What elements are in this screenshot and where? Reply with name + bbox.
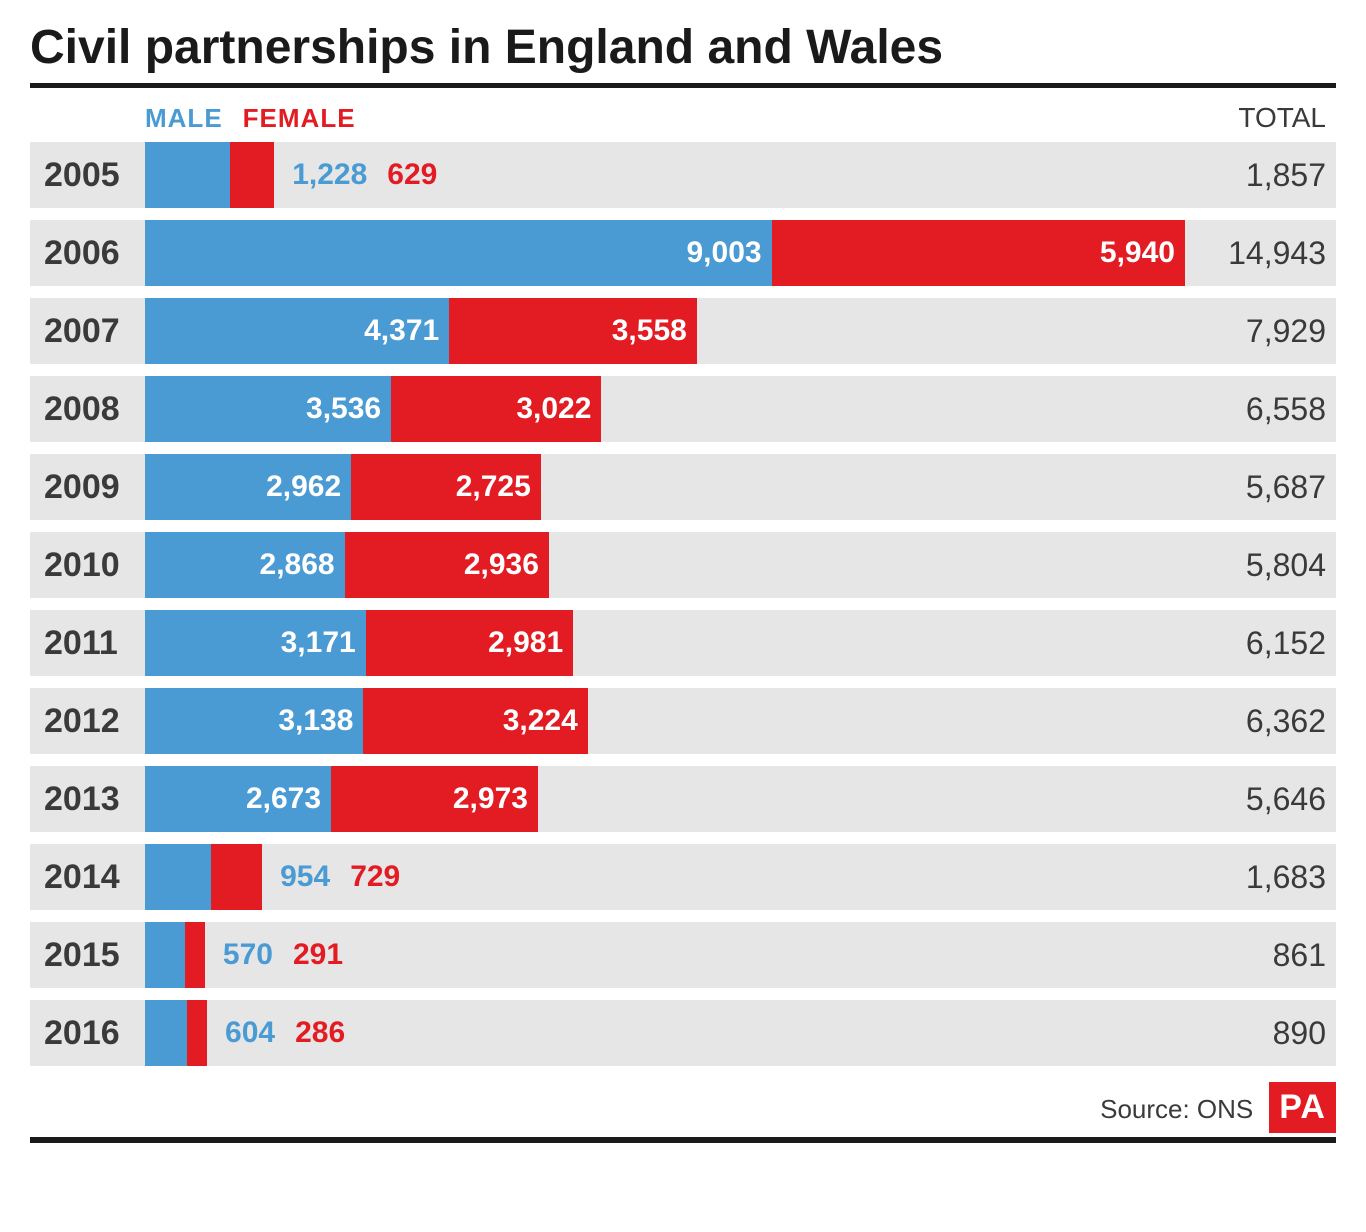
- year-label: 2016: [30, 1014, 145, 1053]
- total-value: 1,683: [1186, 859, 1336, 896]
- legend: MALE FEMALE: [145, 103, 356, 134]
- bar-area: 954 729: [145, 844, 1186, 910]
- bar-female: 2,936: [345, 532, 549, 598]
- chart-row: 2015 570 291 861: [30, 922, 1336, 988]
- chart-title: Civil partnerships in England and Wales: [30, 20, 1336, 75]
- source-text: Source: ONS: [1100, 1094, 1253, 1133]
- bar-male: 2,962: [145, 454, 351, 520]
- bar-ext-labels: 954 729: [262, 860, 400, 894]
- chart-row: 20069,0035,94014,943: [30, 220, 1336, 286]
- legend-male: MALE: [145, 103, 223, 134]
- total-value: 6,558: [1186, 391, 1336, 428]
- bar-female: [187, 1000, 207, 1066]
- bar-male-label: 954: [280, 860, 330, 894]
- year-label: 2013: [30, 780, 145, 819]
- chart-row: 20074,3713,5587,929: [30, 298, 1336, 364]
- bar-area: 604 286: [145, 1000, 1186, 1066]
- chart-row: 20092,9622,7255,687: [30, 454, 1336, 520]
- bar-male: [145, 922, 185, 988]
- header-row: MALE FEMALE TOTAL: [30, 98, 1336, 142]
- bar-area: 1,228 629: [145, 142, 1186, 208]
- total-value: 5,646: [1186, 781, 1336, 818]
- legend-total: TOTAL: [1238, 102, 1336, 134]
- total-value: 6,362: [1186, 703, 1336, 740]
- bar-female: [185, 922, 205, 988]
- bar-male: [145, 142, 230, 208]
- chart-row: 20102,8682,9365,804: [30, 532, 1336, 598]
- total-value: 890: [1186, 1015, 1336, 1052]
- chart-row: 2014 954 729 1,683: [30, 844, 1336, 910]
- bar-male: 2,868: [145, 532, 345, 598]
- bar-male: 3,171: [145, 610, 366, 676]
- chart-row: 20113,1712,9816,152: [30, 610, 1336, 676]
- bar-male: 3,536: [145, 376, 391, 442]
- year-label: 2011: [30, 624, 145, 663]
- bar-area: 4,3713,558: [145, 298, 1186, 364]
- bar-female: 3,022: [391, 376, 601, 442]
- year-label: 2005: [30, 156, 145, 195]
- bar-area: 9,0035,940: [145, 220, 1186, 286]
- bar-area: 2,6732,973: [145, 766, 1186, 832]
- year-label: 2012: [30, 702, 145, 741]
- bar-male: [145, 1000, 187, 1066]
- bar-female-label: 629: [387, 158, 437, 192]
- bar-male: 2,673: [145, 766, 331, 832]
- total-value: 6,152: [1186, 625, 1336, 662]
- bar-male: [145, 844, 211, 910]
- total-value: 861: [1186, 937, 1336, 974]
- year-label: 2009: [30, 468, 145, 507]
- footer: Source: ONS PA: [30, 1082, 1336, 1133]
- bar-female-label: 286: [295, 1016, 345, 1050]
- bar-male-label: 604: [225, 1016, 275, 1050]
- bar-female-label: 729: [350, 860, 400, 894]
- chart-row: 2016 604 286 890: [30, 1000, 1336, 1066]
- legend-female: FEMALE: [243, 103, 356, 134]
- rule-bottom: [30, 1137, 1336, 1143]
- bar-female: 5,940: [772, 220, 1185, 286]
- bar-male: 3,138: [145, 688, 363, 754]
- year-label: 2015: [30, 936, 145, 975]
- bar-area: 2,9622,725: [145, 454, 1186, 520]
- year-label: 2008: [30, 390, 145, 429]
- total-value: 14,943: [1186, 235, 1336, 272]
- bar-area: 3,1383,224: [145, 688, 1186, 754]
- bar-ext-labels: 1,228 629: [274, 158, 437, 192]
- total-value: 5,804: [1186, 547, 1336, 584]
- chart-row: 20083,5363,0226,558: [30, 376, 1336, 442]
- total-value: 1,857: [1186, 157, 1336, 194]
- bar-male: 4,371: [145, 298, 449, 364]
- bar-area: 570 291: [145, 922, 1186, 988]
- total-value: 7,929: [1186, 313, 1336, 350]
- bar-female: 3,558: [449, 298, 697, 364]
- chart-row: 20123,1383,2246,362: [30, 688, 1336, 754]
- bar-female: 2,973: [331, 766, 538, 832]
- year-label: 2006: [30, 234, 145, 273]
- bar-ext-labels: 570 291: [205, 938, 343, 972]
- bar-male-label: 1,228: [292, 158, 367, 192]
- chart-rows: 20051,2286291,85720069,0035,94014,943200…: [30, 142, 1336, 1066]
- bar-female-label: 291: [293, 938, 343, 972]
- bar-ext-labels: 604 286: [207, 1016, 345, 1050]
- rule-top: [30, 83, 1336, 88]
- bar-area: 2,8682,936: [145, 532, 1186, 598]
- total-value: 5,687: [1186, 469, 1336, 506]
- bar-female: [230, 142, 274, 208]
- bar-female: 2,981: [366, 610, 573, 676]
- year-label: 2014: [30, 858, 145, 897]
- bar-male: 9,003: [145, 220, 772, 286]
- pa-badge: PA: [1269, 1082, 1336, 1133]
- bar-female: [211, 844, 262, 910]
- bar-male-label: 570: [223, 938, 273, 972]
- bar-female: 3,224: [363, 688, 587, 754]
- year-label: 2010: [30, 546, 145, 585]
- bar-area: 3,1712,981: [145, 610, 1186, 676]
- bar-female: 2,725: [351, 454, 541, 520]
- chart-row: 20132,6732,9735,646: [30, 766, 1336, 832]
- year-label: 2007: [30, 312, 145, 351]
- chart-row: 2005 1,228 629 1,857: [30, 142, 1336, 208]
- bar-area: 3,5363,022: [145, 376, 1186, 442]
